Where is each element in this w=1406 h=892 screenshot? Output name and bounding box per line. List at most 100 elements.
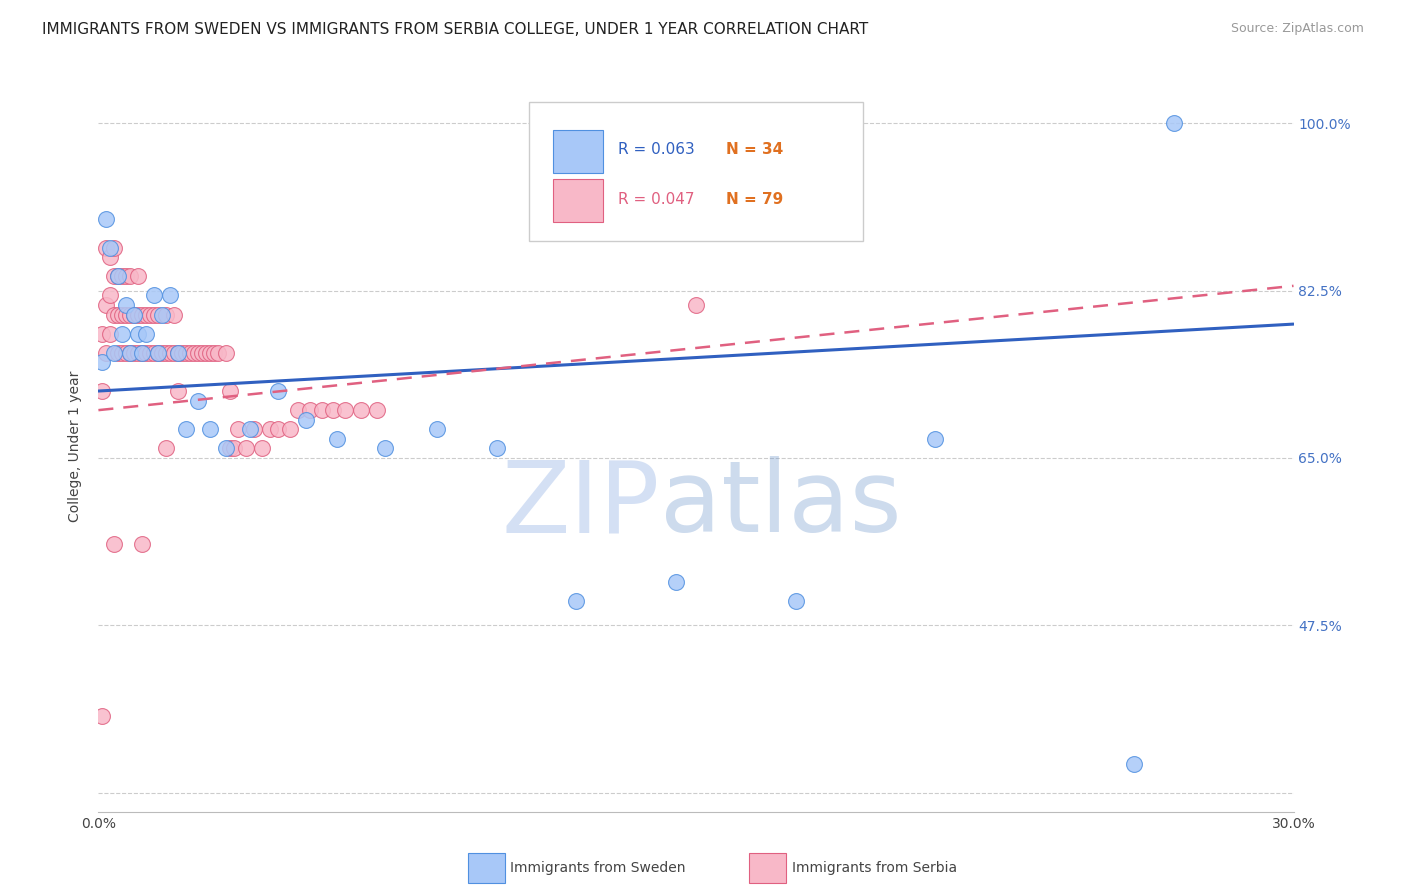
- Point: [124, 345, 146, 359]
- Point: [219, 384, 242, 398]
- Point: [426, 422, 449, 436]
- Point: [111, 269, 134, 284]
- Point: [143, 308, 166, 322]
- Point: [107, 269, 129, 284]
- Point: [235, 442, 257, 456]
- Point: [187, 393, 209, 408]
- Point: [155, 442, 177, 456]
- Point: [96, 241, 118, 255]
- Point: [115, 345, 138, 359]
- Point: [115, 308, 138, 322]
- Point: [103, 308, 125, 322]
- Point: [167, 345, 190, 359]
- Point: [298, 403, 321, 417]
- Point: [239, 422, 262, 436]
- Point: [311, 403, 333, 417]
- Point: [172, 345, 194, 359]
- Point: [111, 308, 134, 322]
- Point: [135, 326, 157, 341]
- Point: [163, 308, 186, 322]
- Point: [350, 403, 373, 417]
- Point: [127, 308, 149, 322]
- Point: [150, 345, 173, 359]
- Point: [127, 269, 149, 284]
- Text: ZIP: ZIP: [502, 456, 661, 553]
- Point: [120, 269, 142, 284]
- Point: [103, 269, 125, 284]
- Text: Immigrants from Sweden: Immigrants from Sweden: [510, 861, 686, 875]
- Point: [96, 298, 118, 312]
- Point: [374, 442, 396, 456]
- Point: [139, 308, 162, 322]
- Y-axis label: College, Under 1 year: College, Under 1 year: [69, 370, 83, 522]
- Point: [226, 422, 249, 436]
- Point: [107, 269, 129, 284]
- Point: [131, 537, 153, 551]
- Point: [222, 442, 245, 456]
- Point: [115, 269, 138, 284]
- Point: [207, 345, 229, 359]
- Point: [100, 250, 122, 264]
- Point: [250, 442, 273, 456]
- Point: [103, 345, 125, 359]
- Point: [100, 288, 122, 302]
- Point: [198, 422, 221, 436]
- Point: [131, 308, 153, 322]
- Point: [259, 422, 281, 436]
- Point: [685, 298, 707, 312]
- Point: [155, 308, 177, 322]
- Point: [294, 413, 316, 427]
- Point: [326, 432, 349, 446]
- Point: [785, 594, 807, 608]
- Point: [124, 308, 146, 322]
- Point: [243, 422, 266, 436]
- Text: Source: ZipAtlas.com: Source: ZipAtlas.com: [1230, 22, 1364, 36]
- Point: [127, 345, 149, 359]
- Point: [91, 709, 114, 723]
- Point: [219, 442, 242, 456]
- Point: [127, 326, 149, 341]
- Point: [135, 308, 157, 322]
- Point: [120, 308, 142, 322]
- Point: [131, 345, 153, 359]
- Point: [278, 422, 301, 436]
- Point: [131, 345, 153, 359]
- Point: [96, 345, 118, 359]
- Point: [366, 403, 388, 417]
- Point: [115, 298, 138, 312]
- Point: [148, 345, 170, 359]
- Point: [159, 288, 181, 302]
- Point: [100, 241, 122, 255]
- Point: [103, 241, 125, 255]
- Point: [111, 345, 134, 359]
- Point: [143, 345, 166, 359]
- Point: [924, 432, 946, 446]
- Point: [100, 326, 122, 341]
- Point: [143, 288, 166, 302]
- Point: [139, 345, 162, 359]
- Point: [665, 575, 688, 590]
- Point: [267, 422, 290, 436]
- Point: [135, 345, 157, 359]
- Point: [107, 308, 129, 322]
- Point: [485, 442, 508, 456]
- Point: [111, 326, 134, 341]
- Point: [167, 384, 190, 398]
- Text: IMMIGRANTS FROM SWEDEN VS IMMIGRANTS FROM SERBIA COLLEGE, UNDER 1 YEAR CORRELATI: IMMIGRANTS FROM SWEDEN VS IMMIGRANTS FRO…: [42, 22, 869, 37]
- Text: Immigrants from Serbia: Immigrants from Serbia: [792, 861, 956, 875]
- Point: [91, 326, 114, 341]
- FancyBboxPatch shape: [553, 130, 603, 173]
- Text: R = 0.047: R = 0.047: [619, 192, 695, 207]
- Point: [107, 345, 129, 359]
- Point: [198, 345, 221, 359]
- Point: [163, 345, 186, 359]
- Point: [159, 345, 181, 359]
- Point: [124, 308, 146, 322]
- Point: [150, 308, 173, 322]
- Point: [174, 422, 197, 436]
- Point: [91, 355, 114, 369]
- Text: R = 0.063: R = 0.063: [619, 142, 695, 157]
- Point: [1123, 756, 1146, 771]
- Point: [215, 442, 238, 456]
- Point: [202, 345, 225, 359]
